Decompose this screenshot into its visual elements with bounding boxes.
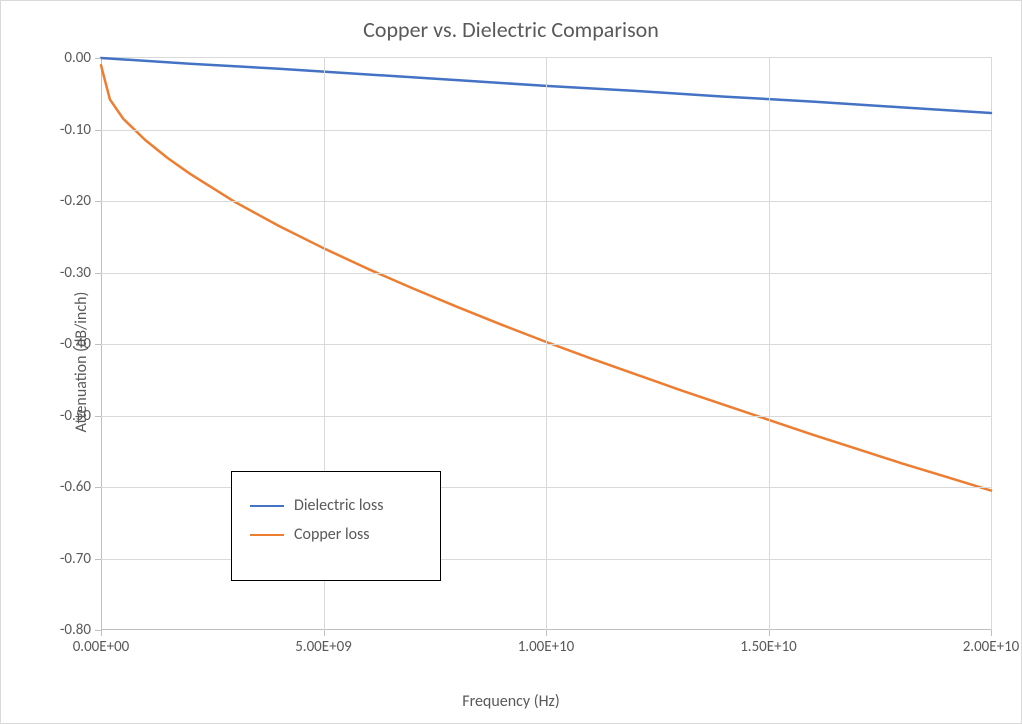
x-tick bbox=[991, 630, 992, 636]
y-tick-label: -0.80 bbox=[60, 621, 91, 639]
x-tick-label: 1.50E+10 bbox=[740, 638, 797, 656]
x-tick bbox=[769, 630, 770, 636]
y-tick bbox=[95, 559, 101, 560]
y-tick bbox=[95, 344, 101, 345]
y-tick-label: -0.50 bbox=[60, 407, 91, 425]
legend-swatch bbox=[250, 505, 284, 507]
x-tick-label: 0.00E+00 bbox=[73, 638, 130, 656]
y-tick bbox=[95, 630, 101, 631]
y-tick bbox=[95, 487, 101, 488]
x-tick bbox=[546, 630, 547, 636]
chart-title: Copper vs. Dielectric Comparison bbox=[1, 16, 1021, 43]
y-tick-label: -0.40 bbox=[60, 335, 91, 353]
chart-container: Copper vs. Dielectric Comparison Attenua… bbox=[0, 0, 1022, 724]
legend-item: Copper loss bbox=[250, 525, 422, 544]
y-tick bbox=[95, 273, 101, 274]
gridline-horizontal bbox=[101, 273, 991, 274]
y-tick bbox=[95, 416, 101, 417]
x-tick-label: 2.00E+10 bbox=[963, 638, 1020, 656]
gridline-horizontal bbox=[101, 416, 991, 417]
x-tick bbox=[101, 630, 102, 636]
y-tick-label: -0.10 bbox=[60, 121, 91, 139]
y-tick-label: -0.20 bbox=[60, 192, 91, 210]
y-tick-label: 0.00 bbox=[64, 49, 91, 67]
x-axis-title: Frequency (Hz) bbox=[1, 692, 1021, 711]
legend-label: Copper loss bbox=[294, 525, 370, 544]
x-tick bbox=[324, 630, 325, 636]
y-tick bbox=[95, 130, 101, 131]
gridline-horizontal bbox=[101, 201, 991, 202]
y-tick bbox=[95, 58, 101, 59]
x-tick-label: 1.00E+10 bbox=[518, 638, 575, 656]
x-tick-label: 5.00E+09 bbox=[295, 638, 352, 656]
gridline-horizontal bbox=[101, 130, 991, 131]
legend-item: Dielectric loss bbox=[250, 496, 422, 515]
y-tick-label: -0.30 bbox=[60, 264, 91, 282]
legend-swatch bbox=[250, 534, 284, 536]
y-tick-label: -0.60 bbox=[60, 478, 91, 496]
y-tick-label: -0.70 bbox=[60, 550, 91, 568]
gridline-horizontal bbox=[101, 344, 991, 345]
legend-label: Dielectric loss bbox=[294, 496, 384, 515]
y-tick bbox=[95, 201, 101, 202]
legend: Dielectric loss Copper loss bbox=[231, 471, 441, 581]
